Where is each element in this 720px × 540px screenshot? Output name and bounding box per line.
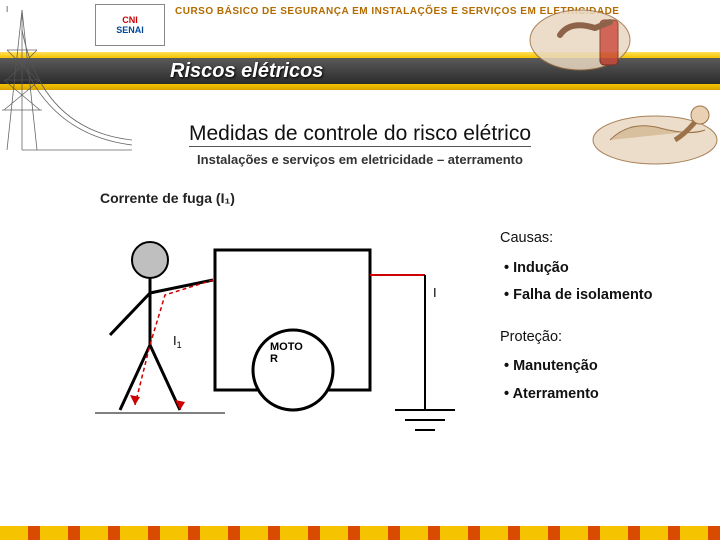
protecao-2: • Aterramento xyxy=(504,381,710,409)
person-figure xyxy=(110,242,213,410)
protecao-1: • Manutenção xyxy=(504,353,710,381)
slide-header: I CNI SENAI CURSO BÁSICO DE SEGURANÇA EM… xyxy=(0,0,720,110)
tower-graph-art: I xyxy=(2,0,142,160)
banner-title: Riscos elétricos xyxy=(170,60,323,83)
causas-heading: Causas: xyxy=(500,225,710,253)
footer-stripe xyxy=(0,526,720,540)
section-heading: Corrente de fuga (I₁) xyxy=(100,190,235,206)
ground-symbol xyxy=(395,410,455,430)
leakage-current-diagram: MOTO R I I1 xyxy=(95,235,465,445)
i-label: I xyxy=(433,285,437,300)
protecao-heading: Proteção: xyxy=(500,324,710,352)
svg-text:I: I xyxy=(6,5,8,14)
text-column: Causas: • Indução • Falha de isolamento … xyxy=(500,225,710,408)
i1-label: I1 xyxy=(173,333,182,350)
illustration-art xyxy=(500,0,720,170)
causa-1: • Indução xyxy=(504,255,710,283)
causa-2: • Falha de isolamento xyxy=(504,282,710,310)
arrowhead-icon xyxy=(130,395,140,405)
